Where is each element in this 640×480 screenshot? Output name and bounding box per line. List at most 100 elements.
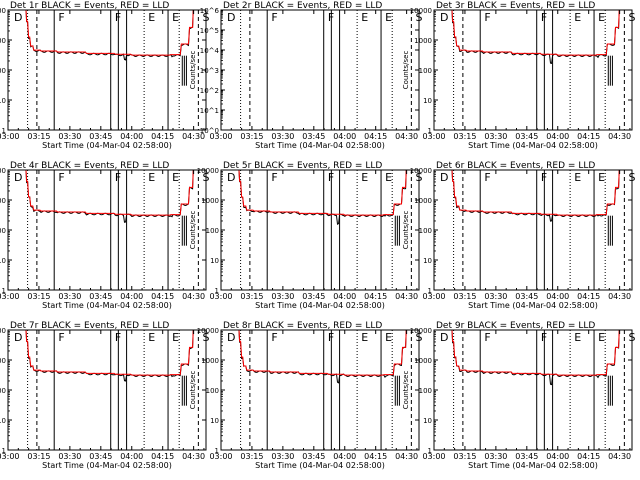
x-tick-label: 04:30 [395,292,418,301]
panel-det-7: Det 7r BLACK = Events, RED = LLD 03:00 03:… [0,321,209,470]
event-marker-label: D [227,11,235,24]
event-marker-label: E [148,171,155,184]
x-tick-label: 03:45 [89,292,112,301]
event-marker-label: F [328,11,334,24]
y-tick-label: 10000 [410,167,432,175]
panel-det-9: Det 9r BLACK = Events, RED = LLD 03:00 03:… [402,321,635,470]
lld-series-line [25,10,194,56]
y-tick-label: 1 [428,447,432,455]
x-tick-label: 04:30 [182,292,205,301]
y-tick-label: 1 [215,447,219,455]
event-marker-label: F [58,331,64,344]
x-tick-label: 03:45 [302,452,325,461]
y-tick-label: 1000 [0,197,6,205]
x-tick-label: 03:30 [58,132,81,141]
x-tick-label: 03:00 [209,452,232,461]
x-axis-label: Start Time (04-Mar-04 02:58:00) [255,141,385,150]
x-axis-label: Start Time (04-Mar-04 02:58:00) [468,461,598,470]
y-tick-label: 100 [0,67,6,75]
event-marker-label: E [148,11,155,24]
y-tick-label: 100 [0,387,6,395]
event-marker-label: F [328,331,334,344]
panel-det-3: Det 3r BLACK = Events, RED = LLD 03:00 03:… [402,1,635,150]
plot-area [25,10,199,130]
event-marker-label: D [14,331,22,344]
x-tick-label: 03:30 [484,132,507,141]
x-tick-label: 04:15 [364,292,387,301]
event-marker-label: F [271,171,277,184]
x-tick-label: 03:15 [240,132,263,141]
y-tick-label: 10000 [410,7,432,15]
panel-det-5: Det 5r BLACK = Events, RED = LLD 03:00 03:… [189,161,422,310]
event-marker-label: F [58,11,64,24]
event-marker-label: F [328,171,334,184]
event-marker-label: E [148,331,155,344]
lld-series-line [238,170,407,216]
x-tick-label: 03:30 [484,292,507,301]
plot-frame [7,9,207,131]
event-marker-label: S [628,11,635,24]
y-tick-label: 100 [419,387,432,395]
y-tick-label: 10^4 [200,47,220,55]
x-axis-label: Start Time (04-Mar-04 02:58:00) [468,301,598,310]
event-marker-label: E [385,11,392,24]
y-tick-label: 10^2 [200,87,219,95]
event-marker-label: E [172,331,179,344]
panel-det-4: Det 4r BLACK = Events, RED = LLD 03:00 03:… [0,161,209,310]
event-marker-label: E [172,11,179,24]
events-series-line [238,170,407,225]
lld-series-line [451,10,620,56]
x-tick-label: 03:45 [515,452,538,461]
y-tick-label: 10 [0,257,6,265]
x-axis-label: Start Time (04-Mar-04 02:58:00) [468,141,598,150]
x-tick-label: 03:00 [422,292,445,301]
y-tick-label: 10^5 [200,27,219,35]
panel-det-1: Det 1r BLACK = Events, RED = LLD 03:00 03:… [0,1,209,150]
plot-area [451,170,625,290]
event-marker-label: D [440,331,448,344]
lld-series-line [238,330,407,376]
lld-series-line [25,170,194,216]
y-tick-label: 100 [0,227,6,235]
x-tick-label: 04:00 [120,452,143,461]
y-tick-label: 10000 [197,327,219,335]
x-tick-label: 04:30 [182,132,205,141]
y-tick-label: 10^0 [200,127,219,135]
event-marker-label: S [628,331,635,344]
panel-title: Det 4r BLACK = Events, RED = LLD [10,161,169,171]
event-marker-label: F [541,171,547,184]
x-tick-label: 03:00 [422,452,445,461]
x-tick-label: 03:00 [209,292,232,301]
y-tick-label: 100 [419,67,432,75]
x-axis-label: Start Time (04-Mar-04 02:58:00) [42,461,172,470]
event-marker-label: S [415,171,422,184]
y-axis-label: Counts/sec [402,371,410,410]
event-marker-label: F [541,11,547,24]
event-marker-label: S [628,171,635,184]
x-tick-label: 03:30 [58,452,81,461]
event-marker-label: E [598,171,605,184]
y-tick-label: 10 [0,97,6,105]
x-tick-label: 04:00 [546,452,569,461]
event-marker-label: E [385,331,392,344]
plot-area [238,330,412,450]
event-marker-label: D [440,171,448,184]
y-axis-label: Counts/sec [402,51,410,90]
x-tick-label: 03:15 [27,452,50,461]
event-marker-label: D [227,331,235,344]
x-axis-label: Start Time (04-Mar-04 02:58:00) [42,141,172,150]
y-tick-label: 1 [428,287,432,295]
x-tick-label: 04:00 [333,132,356,141]
x-tick-label: 04:00 [546,292,569,301]
x-tick-label: 04:15 [364,132,387,141]
event-marker-label: D [440,11,448,24]
x-tick-label: 03:00 [422,132,445,141]
y-tick-label: 10 [423,97,432,105]
y-tick-label: 10000 [197,167,219,175]
y-tick-label: 1 [2,287,6,295]
y-tick-label: 10 [210,257,219,265]
event-marker-label: E [361,171,368,184]
event-marker-label: E [361,331,368,344]
y-tick-label: 10 [210,417,219,425]
